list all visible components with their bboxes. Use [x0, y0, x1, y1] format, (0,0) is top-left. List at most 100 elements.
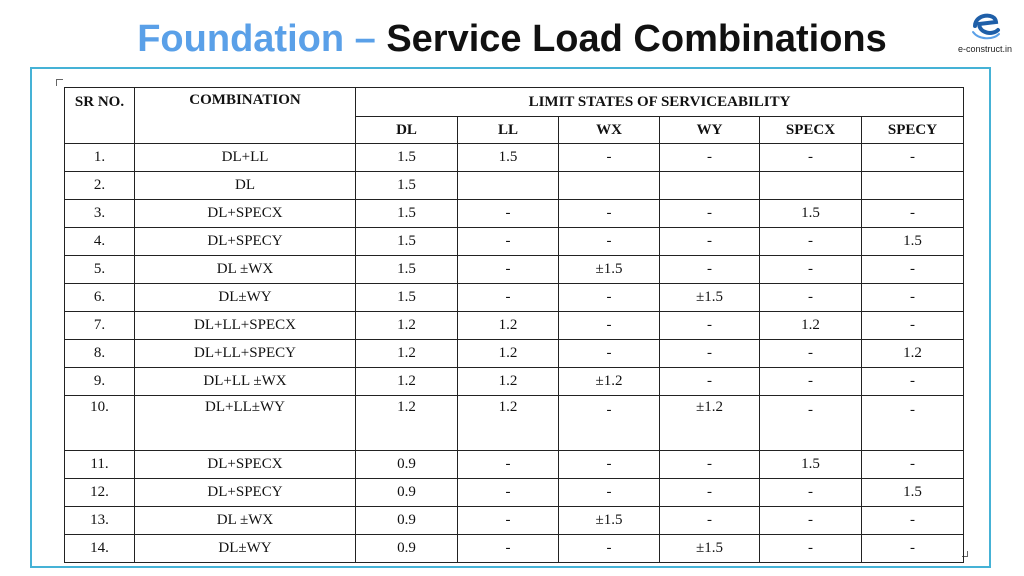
cell-ll: 1.2 [457, 339, 559, 368]
cell-wx: - [558, 534, 660, 563]
cell-sr: 8. [64, 339, 135, 368]
cell-specy: - [860, 143, 965, 172]
table-row: 6. DL±WY 1.5- - ±1.5- - [64, 283, 965, 312]
cell-wy: ±1.5 [659, 534, 760, 563]
cell-wx: - [558, 311, 660, 340]
table-row: 8. DL+LL+SPECY 1.2 1.2- - -1.2 [64, 339, 965, 368]
cell-specy: 1.5 [860, 478, 965, 507]
table-row: 4. DL+SPECY 1.5- - - -1.5 [64, 227, 965, 256]
cell-ll: 1.5 [457, 143, 559, 172]
table-row: 10. DL+LL±WY 1.2 1.2- ±1.2- - [64, 395, 965, 451]
cell-specy: - [860, 395, 965, 451]
cell-wy: - [659, 227, 760, 256]
cell-specy: - [860, 506, 965, 535]
cell-comb: DL+SPECY [134, 227, 356, 256]
logo-text: e-construct.in [957, 44, 1013, 54]
cell-specy: - [860, 311, 965, 340]
cell-ll: - [457, 506, 559, 535]
crop-mark-bottom-right [962, 551, 968, 557]
cell-wy: ±1.5 [659, 283, 760, 312]
table-row: 14. DL±WY 0.9- - ±1.5- - [64, 534, 965, 563]
cell-specx: - [759, 283, 862, 312]
cell-wx: ±1.5 [558, 506, 660, 535]
cell-sr: 9. [64, 367, 135, 396]
cell-wy: - [659, 478, 760, 507]
cell-specx: 1.5 [759, 450, 862, 479]
cell-specx: - [759, 395, 862, 451]
cell-comb: DL+LL+SPECX [134, 311, 356, 340]
cell-specy: - [860, 450, 965, 479]
cell-comb: DL±WY [134, 534, 356, 563]
cell-specy: - [860, 367, 965, 396]
cell-comb: DL±WY [134, 283, 356, 312]
cell-wy: - [659, 506, 760, 535]
table-row: 1. DL+LL 1.5 1.5- - - - [64, 143, 965, 172]
table-row: 2. DL 1.5 [64, 171, 965, 200]
header-combination: COMBINATION [134, 87, 356, 144]
cell-wy: ±1.2 [659, 395, 760, 451]
cell-sr: 3. [64, 199, 135, 228]
cell-specx: - [759, 367, 862, 396]
cell-specy: - [860, 199, 965, 228]
cell-dl: 1.5 [355, 227, 458, 256]
cell-wx: - [558, 395, 660, 451]
table-row: 3. DL+SPECX 1.5- - -1.5- [64, 199, 965, 228]
cell-dl: 1.2 [355, 339, 458, 368]
cell-comb: DL ±WX [134, 255, 356, 284]
title-service-load-combinations: Service Load Combinations [386, 18, 887, 60]
cell-wy: - [659, 450, 760, 479]
cell-ll: 1.2 [457, 367, 559, 396]
cell-specx: - [759, 339, 862, 368]
cell-wx: ±1.5 [558, 255, 660, 284]
cell-ll: - [457, 199, 559, 228]
cell-dl: 0.9 [355, 534, 458, 563]
table-row: 13. DL ±WX 0.9- ±1.5- - - [64, 506, 965, 535]
cell-dl: 0.9 [355, 478, 458, 507]
cell-sr: 6. [64, 283, 135, 312]
header-ll: LL [457, 116, 559, 144]
cell-specx: 1.5 [759, 199, 862, 228]
cell-dl: 1.5 [355, 283, 458, 312]
cell-comb: DL ±WX [134, 506, 356, 535]
header-dl: DL [355, 116, 458, 144]
cell-sr: 11. [64, 450, 135, 479]
cell-wx: - [558, 478, 660, 507]
title-foundation: Foundation – [137, 18, 376, 60]
cell-ll [457, 171, 559, 200]
crop-mark-top-left [56, 79, 63, 86]
cell-wx: - [558, 199, 660, 228]
e-construct-logo: e-construct.in [952, 4, 1018, 64]
cell-comb: DL+LL ±WX [134, 367, 356, 396]
table-row: 12. DL+SPECY 0.9- - - -1.5 [64, 478, 965, 507]
cell-dl: 1.5 [355, 143, 458, 172]
header-sr-no: SR NO. [64, 87, 135, 144]
cell-specy: - [860, 255, 965, 284]
cell-specx: - [759, 143, 862, 172]
table-row: 9. DL+LL ±WX 1.2 1.2 ±1.2- - - [64, 367, 965, 396]
table-row: 11. DL+SPECX 0.9- - -1.5- [64, 450, 965, 479]
cell-wy: - [659, 339, 760, 368]
cell-sr: 4. [64, 227, 135, 256]
cell-dl: 1.5 [355, 199, 458, 228]
cell-specx: - [759, 478, 862, 507]
cell-wy: - [659, 143, 760, 172]
cell-dl: 0.9 [355, 450, 458, 479]
header-wy: WY [659, 116, 760, 144]
cell-wy: - [659, 255, 760, 284]
cell-comb: DL+LL [134, 143, 356, 172]
cell-specy: 1.5 [860, 227, 965, 256]
cell-sr: 10. [64, 395, 135, 451]
cell-specy [860, 171, 965, 200]
cell-specy: - [860, 283, 965, 312]
cell-ll: 1.2 [457, 311, 559, 340]
cell-wy: - [659, 367, 760, 396]
header-wx: WX [558, 116, 660, 144]
cell-dl: 1.2 [355, 395, 458, 451]
cell-specx: - [759, 534, 862, 563]
cell-dl: 1.5 [355, 171, 458, 200]
cell-specx [759, 171, 862, 200]
cell-sr: 5. [64, 255, 135, 284]
cell-specy: 1.2 [860, 339, 965, 368]
load-combinations-table: SR NO. COMBINATION LIMIT STATES OF SERVI… [64, 87, 965, 563]
cell-comb: DL+SPECY [134, 478, 356, 507]
